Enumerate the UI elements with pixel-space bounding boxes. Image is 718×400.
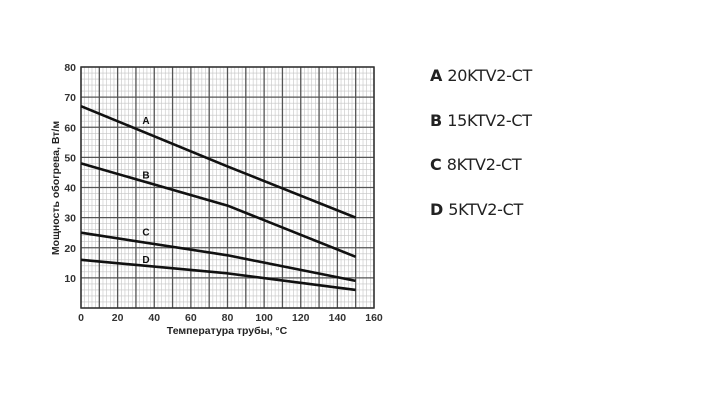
series-annotations: A B C D [142,116,149,266]
x-tick-label: 0 [78,312,84,324]
y-tick-label: 80 [64,62,76,74]
x-tick-label: 160 [365,312,383,324]
legend-name: 8KTV2-CT [446,155,522,174]
legend-name: 20KTV2-CT [447,66,532,85]
y-tick-label: 70 [64,92,76,104]
series-line-c [80,231,356,283]
series-line-a [80,104,357,219]
heating-power-chart: A B C D 10 20 30 40 50 60 70 80 0 20 40 60 80 100 120 140… [50,62,383,337]
x-tick-label: 80 [222,312,234,324]
legend-key: B [430,110,443,130]
x-tick-label: 140 [329,312,347,324]
legend-item-b: B 15KTV2-CT [430,111,532,156]
x-tick-label: 40 [148,312,160,324]
annotation-b: B [142,170,149,181]
annotation-a: A [142,116,149,127]
x-tick-label: 20 [112,312,124,324]
series-line-b [80,162,357,258]
legend-item-c: C 8KTV2-CT [430,155,532,200]
y-axis-label: Мощность обогрева, Вт/м [50,121,62,255]
y-axis-ticks: 10 20 30 40 50 60 70 80 [64,62,76,285]
legend-key: A [430,66,443,85]
major-grid [80,66,375,309]
y-tick-label: 60 [64,122,76,134]
y-tick-label: 50 [64,152,76,164]
series-lines [80,104,357,292]
annotation-c: C [142,228,149,239]
series-line-d [80,258,356,292]
x-tick-label: 100 [255,312,273,324]
annotation-d: D [142,255,149,266]
y-tick-label: 30 [64,213,76,225]
legend-name: 15KTV2-CT [447,110,532,130]
x-axis-label: Температура трубы, °C [167,325,288,337]
x-tick-label: 60 [185,312,197,324]
legend: A 20KTV2-CT B 15KTV2-CT C 8KTV2-CT D 5KTV2-C… [430,66,532,244]
x-axis-ticks: 0 20 40 60 80 100 120 140 160 [78,312,383,324]
legend-key: C [430,155,442,174]
y-tick-label: 10 [64,273,76,285]
legend-name: 5KTV2-CT [448,199,523,219]
x-tick-label: 120 [292,312,310,324]
y-tick-label: 40 [64,183,76,195]
legend-key: D [430,199,444,219]
legend-item-a: A 20KTV2-CT [430,66,532,111]
y-tick-label: 20 [64,243,76,255]
legend-item-d: D 5KTV2-CT [430,200,532,245]
